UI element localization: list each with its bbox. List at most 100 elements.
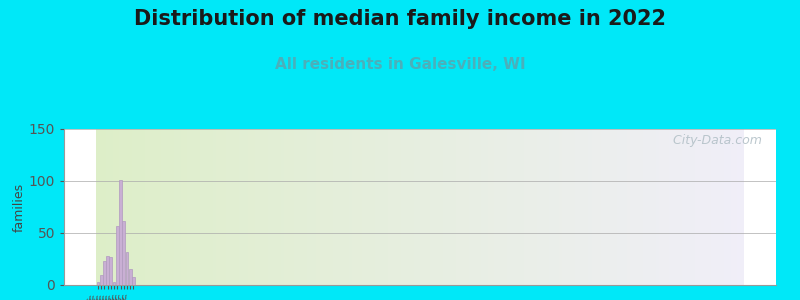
Bar xyxy=(442,129,446,285)
Bar xyxy=(99,129,103,285)
Bar xyxy=(303,129,306,285)
Bar xyxy=(110,129,113,285)
Bar xyxy=(265,129,268,285)
Bar xyxy=(113,129,116,285)
Bar xyxy=(692,129,695,285)
Bar xyxy=(498,129,501,285)
Bar xyxy=(106,256,109,285)
Bar xyxy=(210,129,213,285)
Bar xyxy=(401,129,404,285)
Bar xyxy=(475,129,478,285)
Bar xyxy=(113,282,115,285)
Bar xyxy=(540,129,543,285)
Bar xyxy=(462,129,466,285)
Bar xyxy=(232,129,235,285)
Bar xyxy=(103,129,106,285)
Bar xyxy=(258,129,262,285)
Bar xyxy=(605,129,608,285)
Bar xyxy=(575,129,578,285)
Bar xyxy=(190,129,194,285)
Bar xyxy=(423,129,426,285)
Bar xyxy=(268,129,271,285)
Bar xyxy=(523,129,526,285)
Bar xyxy=(352,129,355,285)
Bar xyxy=(326,129,330,285)
Bar xyxy=(569,129,572,285)
Bar xyxy=(132,129,135,285)
Bar xyxy=(96,129,99,285)
Bar xyxy=(702,129,705,285)
Bar xyxy=(300,129,303,285)
Bar xyxy=(514,129,517,285)
Bar xyxy=(430,129,433,285)
Bar xyxy=(737,129,741,285)
Bar xyxy=(562,129,566,285)
Bar xyxy=(197,129,200,285)
Bar xyxy=(482,129,485,285)
Bar xyxy=(281,129,284,285)
Bar xyxy=(666,129,669,285)
Bar xyxy=(342,129,346,285)
Bar xyxy=(229,129,232,285)
Bar xyxy=(206,129,210,285)
Bar xyxy=(349,129,352,285)
Bar xyxy=(507,129,510,285)
Bar xyxy=(433,129,436,285)
Bar xyxy=(718,129,721,285)
Bar xyxy=(698,129,702,285)
Bar xyxy=(618,129,621,285)
Bar xyxy=(219,129,222,285)
Bar xyxy=(132,277,134,285)
Bar xyxy=(255,129,258,285)
Bar xyxy=(103,261,106,285)
Bar xyxy=(122,129,126,285)
Bar xyxy=(689,129,692,285)
Bar xyxy=(391,129,394,285)
Bar xyxy=(290,129,294,285)
Bar xyxy=(602,129,605,285)
Bar xyxy=(116,226,118,285)
Bar xyxy=(721,129,724,285)
Bar xyxy=(727,129,730,285)
Text: City-Data.com: City-Data.com xyxy=(669,134,762,147)
Bar xyxy=(708,129,711,285)
Bar xyxy=(494,129,498,285)
Bar xyxy=(145,129,148,285)
Bar xyxy=(407,129,410,285)
Bar xyxy=(336,129,339,285)
Bar xyxy=(624,129,627,285)
Bar xyxy=(116,129,119,285)
Bar xyxy=(320,129,323,285)
Bar xyxy=(578,129,582,285)
Bar xyxy=(122,220,125,285)
Bar xyxy=(178,129,181,285)
Bar xyxy=(365,129,368,285)
Bar xyxy=(559,129,562,285)
Bar xyxy=(534,129,537,285)
Bar xyxy=(200,129,203,285)
Bar xyxy=(174,129,178,285)
Bar xyxy=(591,129,594,285)
Bar xyxy=(594,129,598,285)
Bar xyxy=(640,129,643,285)
Bar xyxy=(119,180,122,285)
Bar xyxy=(249,129,252,285)
Bar xyxy=(650,129,653,285)
Bar xyxy=(504,129,507,285)
Bar xyxy=(317,129,320,285)
Bar xyxy=(653,129,656,285)
Bar xyxy=(404,129,407,285)
Bar xyxy=(682,129,686,285)
Bar xyxy=(154,129,158,285)
Bar xyxy=(627,129,630,285)
Bar xyxy=(446,129,449,285)
Bar xyxy=(242,129,246,285)
Bar xyxy=(537,129,540,285)
Bar xyxy=(734,129,737,285)
Bar xyxy=(222,129,226,285)
Bar xyxy=(556,129,559,285)
Bar xyxy=(634,129,637,285)
Bar xyxy=(100,274,102,285)
Bar xyxy=(449,129,452,285)
Bar xyxy=(384,129,388,285)
